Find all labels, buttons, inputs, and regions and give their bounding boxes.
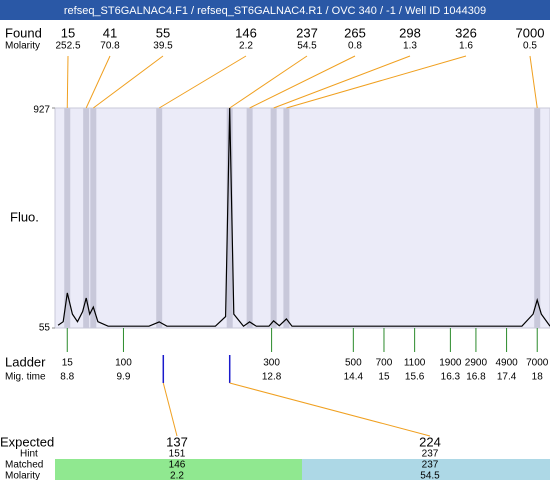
ladder-time: 15.6 [405, 372, 425, 383]
found-size: 326 [455, 25, 477, 40]
found-molarity: 1.3 [403, 41, 417, 52]
found-molarity: 0.5 [523, 41, 537, 52]
peak-leader [85, 55, 111, 109]
molarity-label: Molarity [5, 41, 40, 52]
mig-time-label: Mig. time [5, 372, 46, 383]
peak-band [156, 108, 163, 328]
found-size: 298 [399, 25, 421, 40]
y-axis-label: Fluo. [10, 209, 39, 224]
peak-leader [249, 55, 356, 109]
ladder-size: 1100 [404, 358, 426, 369]
ladder-time: 16.3 [441, 372, 461, 383]
plot-area [54, 107, 550, 329]
expected-size: 224 [419, 434, 441, 449]
peak-band [534, 108, 541, 328]
peak-leader [158, 55, 247, 109]
found-molarity: 1.6 [459, 41, 473, 52]
peak-band [83, 108, 90, 328]
ladder-size: 300 [263, 358, 280, 369]
hint-label: Hint [20, 449, 38, 460]
found-size: 41 [103, 25, 117, 40]
ladder-time: 18 [532, 372, 544, 383]
found-label: Found [5, 25, 42, 40]
found-molarity: 39.5 [153, 41, 173, 52]
matched-label: Matched [5, 460, 43, 471]
matched-bg [55, 459, 302, 480]
ladder-size: 1900 [439, 358, 462, 369]
found-size: 146 [235, 25, 257, 40]
peak-leader [273, 55, 411, 109]
peak-leader [93, 55, 164, 109]
expected-molarity: 2.2 [170, 471, 184, 480]
expected-molarity: 54.5 [420, 471, 440, 480]
found-size: 237 [296, 25, 318, 40]
y-tick-label: 55 [39, 323, 51, 334]
ladder-time: 9.9 [116, 372, 130, 383]
found-size: 15 [61, 25, 75, 40]
ladder-size: 500 [345, 358, 362, 369]
peak-leader [66, 55, 69, 109]
matched-bg [302, 459, 550, 480]
ladder-time: 16.8 [466, 372, 486, 383]
found-size: 265 [344, 25, 366, 40]
peak-band [270, 108, 277, 328]
expected-leader [229, 382, 431, 437]
exp-molarity-label: Molarity [5, 471, 40, 480]
expected-matched: 146 [169, 460, 186, 471]
peak-leader [286, 55, 467, 109]
peak-band [90, 108, 97, 328]
peak-leader [529, 55, 538, 109]
ladder-size: 7000 [526, 358, 549, 369]
expected-label: Expected [0, 434, 54, 449]
title: refseq_ST6GALNAC4.F1 / refseq_ST6GALNAC4… [64, 5, 486, 17]
ladder-size: 100 [115, 358, 132, 369]
peak-band [226, 108, 233, 328]
expected-size: 137 [166, 434, 188, 449]
found-size: 7000 [516, 25, 545, 40]
ladder-time: 14.4 [344, 372, 364, 383]
ladder-label: Ladder [5, 354, 46, 369]
ladder-size: 15 [62, 358, 74, 369]
found-size: 55 [156, 25, 170, 40]
found-molarity: 252.5 [55, 41, 80, 52]
peak-band [246, 108, 253, 328]
expected-hint: 151 [169, 449, 186, 460]
ladder-time: 12.8 [262, 372, 282, 383]
ladder-time: 15 [378, 372, 390, 383]
ladder-size: 700 [376, 358, 393, 369]
expected-hint: 237 [422, 449, 439, 460]
found-molarity: 2.2 [239, 41, 253, 52]
ladder-size: 4900 [495, 358, 518, 369]
ladder-time: 8.8 [60, 372, 74, 383]
peak-band [283, 108, 290, 328]
expected-matched: 237 [422, 460, 439, 471]
peak-band [64, 108, 71, 328]
title-bar [0, 0, 550, 20]
found-molarity: 0.8 [348, 41, 362, 52]
peak-leader [229, 55, 308, 109]
ladder-size: 2900 [465, 358, 488, 369]
found-molarity: 54.5 [297, 41, 317, 52]
found-molarity: 70.8 [100, 41, 120, 52]
ladder-time: 17.4 [497, 372, 517, 383]
expected-leader [162, 382, 178, 437]
y-tick-label: 927 [33, 105, 50, 116]
trace [57, 107, 550, 328]
